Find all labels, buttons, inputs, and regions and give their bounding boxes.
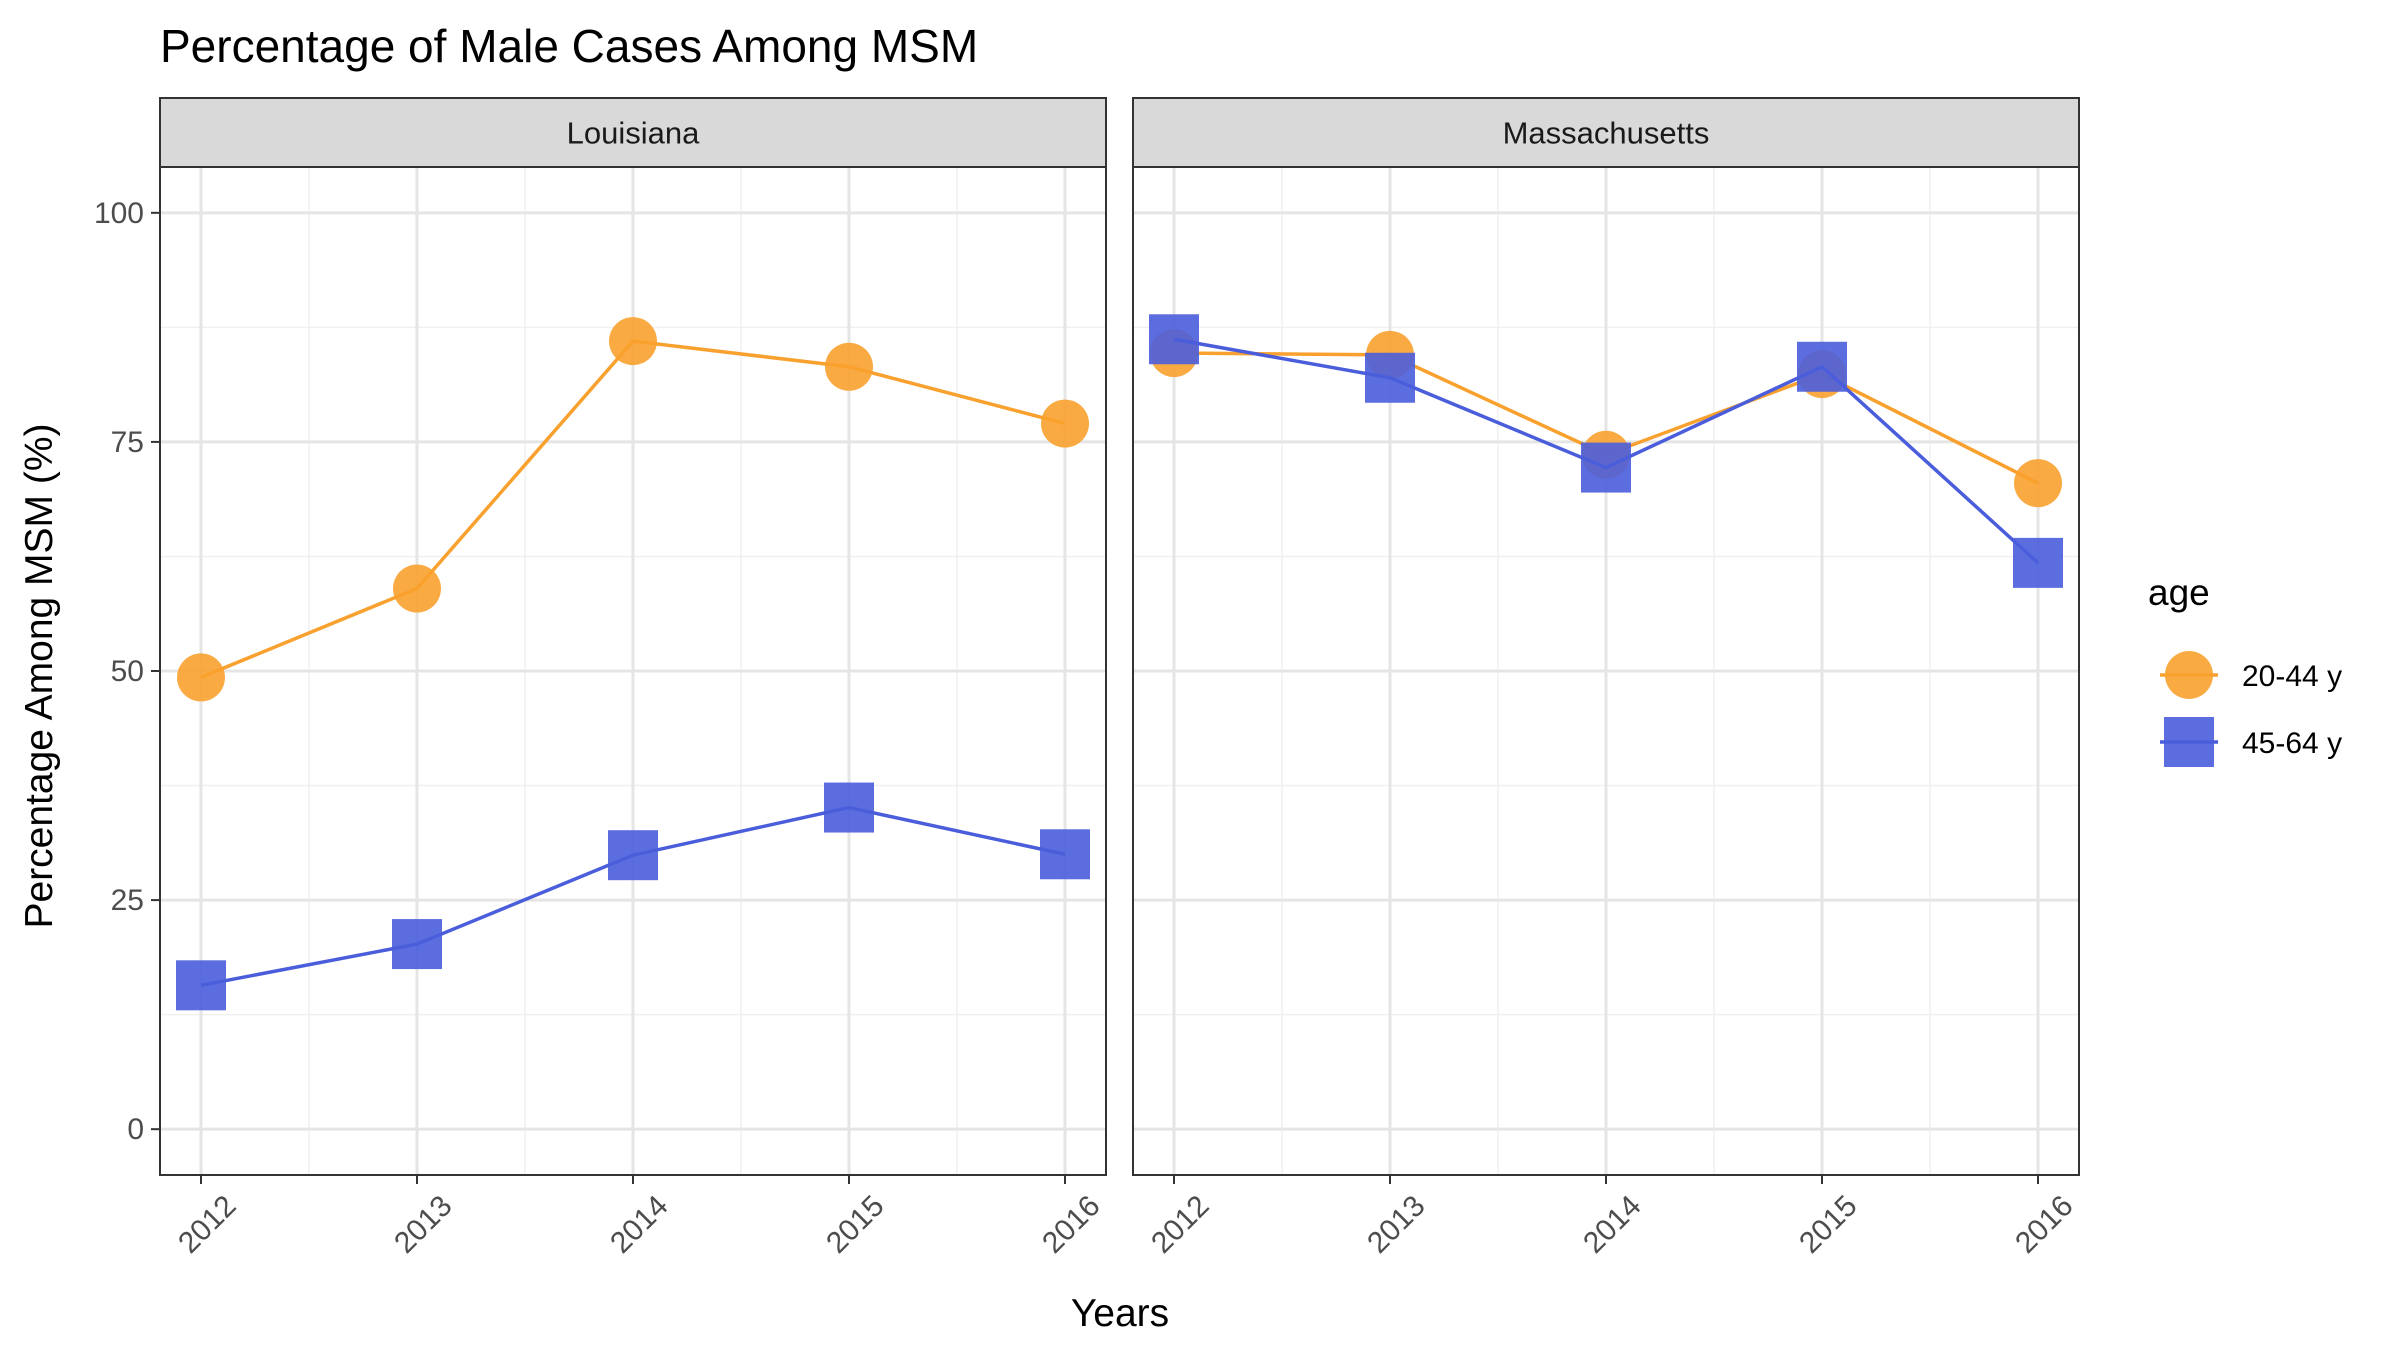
x-tick-label: 2014 xyxy=(1577,1189,1648,1260)
data-point xyxy=(1041,399,1089,448)
data-point xyxy=(392,919,442,970)
x-tick-label: 2013 xyxy=(388,1189,459,1260)
data-point xyxy=(1797,341,1847,392)
legend-label: 20-44 y xyxy=(2242,660,2342,693)
data-point xyxy=(824,782,874,833)
data-point xyxy=(176,960,226,1011)
data-point xyxy=(2013,537,2063,588)
facet-strip xyxy=(159,97,1107,168)
x-tick-label: 2013 xyxy=(1361,1189,1432,1260)
legend-entry-20-44-y: 20-44 y xyxy=(2160,651,2342,699)
series-45-64-y xyxy=(176,782,1090,1011)
y-tick-label: 0 xyxy=(127,1113,144,1146)
x-tick-label: 2015 xyxy=(1793,1189,1864,1260)
y-tick-label: 25 xyxy=(111,884,144,917)
legend-key xyxy=(2164,717,2214,767)
y-tick-label: 75 xyxy=(111,426,144,459)
facet-strip-label: Louisiana xyxy=(567,116,700,151)
y-tick-label: 100 xyxy=(94,197,144,230)
data-point xyxy=(608,830,658,881)
data-point xyxy=(825,342,873,391)
data-point xyxy=(2014,459,2062,508)
x-axis-title: Years xyxy=(1071,1292,1169,1335)
x-tick-label: 2012 xyxy=(1145,1189,1216,1260)
legend-title: age xyxy=(2148,572,2210,613)
gridlines xyxy=(160,167,1106,1175)
x-tick-label: 2015 xyxy=(820,1189,891,1260)
legend-label: 45-64 y xyxy=(2242,727,2342,760)
data-point xyxy=(393,564,441,613)
data-point xyxy=(1365,352,1415,403)
chart-title: Percentage of Male Cases Among MSM xyxy=(160,20,978,72)
series-45-64-y xyxy=(1149,314,2063,588)
legend-key xyxy=(2165,651,2213,699)
panel-massachusetts: Massachusetts 2012 2013 2014 2015 2016 xyxy=(1132,97,2080,1260)
legend: age 20-44 y 45-64 y xyxy=(2148,572,2342,767)
x-tick-label: 2012 xyxy=(172,1189,243,1260)
data-point xyxy=(1581,442,1631,493)
series-20-44-y xyxy=(177,317,1089,702)
x-tick-label: 2016 xyxy=(2009,1189,2080,1260)
data-point xyxy=(1149,314,1199,365)
data-point xyxy=(1040,829,1090,880)
panel-louisiana: Louisiana 2012 2013 2014 2015 2016 xyxy=(159,97,1107,1260)
facet-strip xyxy=(1132,97,2080,168)
x-tick-label: 2014 xyxy=(604,1189,675,1260)
y-axis: 0 25 50 75 100 xyxy=(94,197,160,1146)
legend-entry-45-64-y: 45-64 y xyxy=(2160,717,2342,767)
x-tick-label: 2016 xyxy=(1036,1189,1107,1260)
y-tick-label: 50 xyxy=(111,655,144,688)
data-point xyxy=(177,653,225,702)
facet-strip-label: Massachusetts xyxy=(1503,116,1710,151)
data-point xyxy=(609,317,657,366)
gridlines xyxy=(1133,167,2079,1175)
y-axis-title: Percentage Among MSM (%) xyxy=(18,423,61,928)
